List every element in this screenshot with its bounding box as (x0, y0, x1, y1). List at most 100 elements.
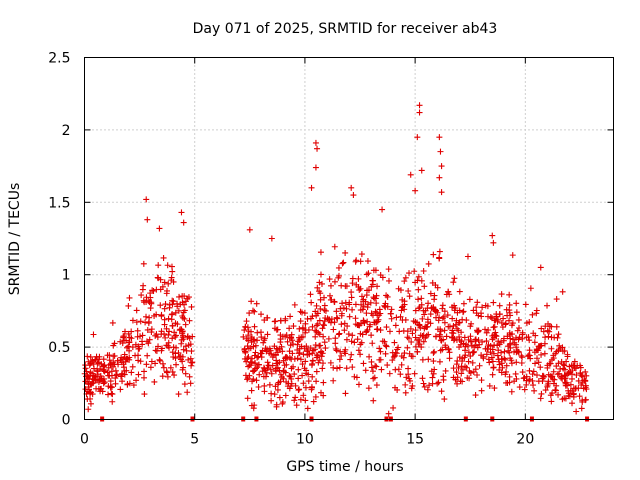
data-point (297, 318, 304, 325)
data-point (545, 378, 552, 385)
data-point (271, 318, 278, 325)
data-point (147, 364, 154, 371)
data-point (162, 334, 169, 341)
data-point (112, 367, 119, 374)
data-point (409, 382, 416, 389)
data-point (449, 327, 456, 334)
data-point (511, 378, 518, 385)
data-point (442, 342, 449, 349)
data-point (143, 338, 150, 345)
data-point (578, 382, 585, 389)
data-point (84, 376, 91, 383)
data-point (268, 397, 275, 404)
data-point (296, 334, 303, 341)
data-point (269, 362, 276, 369)
data-point (367, 321, 374, 328)
data-point (123, 367, 130, 374)
data-point (151, 378, 158, 385)
data-point (143, 361, 150, 368)
data-point (500, 315, 507, 322)
data-point (179, 293, 186, 300)
data-point (507, 355, 514, 362)
data-point (266, 381, 273, 388)
data-point (399, 303, 406, 310)
data-point (244, 343, 251, 350)
data-point (366, 353, 373, 360)
data-point (182, 370, 189, 377)
data-point (369, 368, 376, 375)
data-point (421, 311, 428, 318)
data-point (141, 374, 148, 381)
data-point (186, 373, 193, 380)
data-point (483, 329, 490, 336)
data-point (364, 318, 371, 325)
data-point (309, 373, 316, 380)
data-point (348, 338, 355, 345)
data-point (178, 340, 185, 347)
data-point (181, 307, 188, 314)
data-point (368, 358, 375, 365)
data-point (534, 355, 541, 362)
data-point (333, 308, 340, 315)
data-point (354, 336, 361, 343)
data-point (409, 330, 416, 337)
data-point (322, 345, 329, 352)
x-axis-label: GPS time / hours (286, 459, 403, 475)
data-point (406, 270, 413, 277)
data-point (312, 164, 319, 171)
data-point (402, 389, 409, 396)
data-point (346, 313, 353, 320)
data-point (335, 331, 342, 338)
data-point (159, 345, 166, 352)
data-point (316, 317, 323, 324)
y-tick-label: 2.5 (48, 51, 70, 67)
data-point (178, 209, 185, 216)
data-point (368, 310, 375, 317)
data-point (396, 328, 403, 335)
data-point (474, 371, 481, 378)
data-point (321, 339, 328, 346)
data-point (435, 317, 442, 324)
data-point (501, 348, 508, 355)
data-point (117, 386, 124, 393)
data-point (459, 316, 466, 323)
data-point (251, 402, 258, 409)
data-point (276, 359, 283, 366)
data-point (316, 342, 323, 349)
data-point (397, 313, 404, 320)
data-point (582, 397, 589, 404)
data-point (437, 328, 444, 335)
data-point (546, 328, 553, 335)
data-point (564, 382, 571, 389)
data-point (328, 296, 335, 303)
data-point (244, 355, 251, 362)
data-point (248, 387, 255, 394)
data-point (374, 312, 381, 319)
data-point (473, 304, 480, 311)
data-point (247, 345, 254, 352)
data-point (243, 358, 250, 365)
data-point (293, 402, 300, 409)
data-point (105, 364, 112, 371)
data-point (182, 343, 189, 350)
data-point (431, 348, 438, 355)
data-point (420, 332, 427, 339)
data-point (484, 303, 491, 310)
data-point (542, 323, 549, 330)
data-point (525, 352, 532, 359)
data-point (570, 390, 577, 397)
data-point (156, 225, 163, 232)
data-point (333, 365, 340, 372)
data-point (372, 267, 379, 274)
data-point (546, 360, 553, 367)
data-point (292, 394, 299, 401)
data-point (321, 322, 328, 329)
data-point (92, 356, 99, 363)
data-point (357, 258, 364, 265)
data-point (276, 394, 283, 401)
data-point (401, 350, 408, 357)
data-point (305, 378, 312, 385)
data-point (573, 408, 580, 415)
data-point (312, 333, 319, 340)
data-point (405, 365, 412, 372)
